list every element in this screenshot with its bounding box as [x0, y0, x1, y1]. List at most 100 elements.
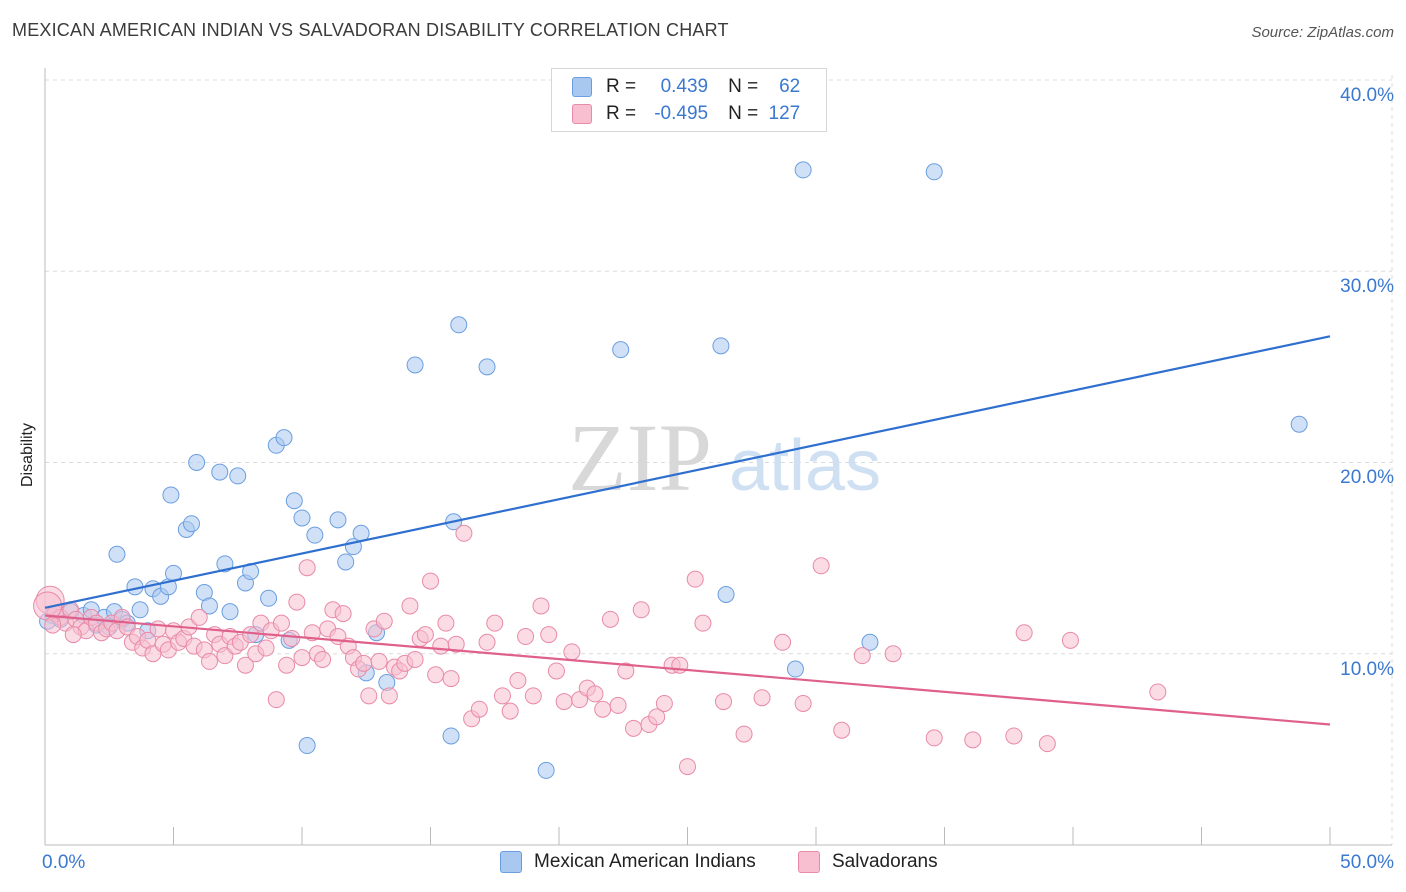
- data-point: [632, 601, 650, 619]
- data-point: [1290, 415, 1308, 433]
- legend-row-salvadorans: R = -0.495 N = 127: [572, 101, 800, 127]
- data-point: [655, 694, 673, 712]
- data-point: [517, 628, 535, 646]
- data-point: [524, 687, 542, 705]
- x-tick-label-max: 50.0%: [1340, 852, 1394, 873]
- data-point: [447, 635, 465, 653]
- y-tick-label-40: 40.0%: [1340, 85, 1394, 106]
- data-point: [586, 685, 604, 703]
- data-point: [355, 654, 373, 672]
- data-point: [442, 670, 460, 688]
- data-point: [925, 729, 943, 747]
- data-point: [786, 660, 804, 678]
- data-point: [532, 597, 550, 615]
- data-point: [493, 687, 511, 705]
- bottom-legend-salvadorans: Salvadorans: [798, 851, 938, 873]
- bottom-legend-label: Mexican American Indians: [534, 851, 756, 872]
- data-point: [694, 614, 712, 632]
- data-point: [190, 608, 208, 626]
- legend-n-label: N =: [728, 103, 759, 124]
- data-point: [131, 601, 149, 619]
- data-point: [679, 758, 696, 776]
- axes: [44, 68, 1392, 846]
- y-tick-label-20: 20.0%: [1340, 467, 1394, 488]
- series-salvadorans-points: [33, 524, 1167, 776]
- data-point: [44, 616, 62, 634]
- trend-lines: [44, 335, 1331, 726]
- data-point: [211, 463, 229, 481]
- source-note: Source: ZipAtlas.com: [1251, 24, 1394, 41]
- data-point: [686, 570, 704, 588]
- data-point: [1005, 727, 1023, 745]
- data-point: [334, 605, 352, 623]
- data-point: [442, 727, 460, 745]
- data-point: [594, 700, 612, 718]
- data-point: [337, 553, 355, 571]
- data-point: [432, 637, 450, 655]
- legend-n-value: 62: [779, 76, 801, 97]
- data-point: [478, 633, 496, 651]
- data-point: [288, 593, 306, 611]
- data-point: [1015, 624, 1033, 642]
- data-point: [298, 559, 316, 577]
- data-point: [285, 492, 303, 510]
- data-point: [712, 337, 730, 355]
- data-point: [370, 652, 388, 670]
- data-point: [884, 645, 902, 663]
- data-point: [275, 429, 293, 447]
- legend-r-label: R =: [606, 76, 637, 97]
- watermark-zip: ZIP: [568, 404, 712, 511]
- data-point: [861, 633, 879, 651]
- legend-row-mexican-american-indians: R = 0.439 N = 62: [572, 74, 800, 100]
- data-point: [450, 316, 468, 334]
- bottom-legend-swatch-pink: [798, 851, 820, 873]
- data-point: [422, 572, 439, 590]
- data-point: [182, 515, 200, 533]
- data-point: [260, 589, 278, 607]
- data-point: [612, 341, 630, 359]
- legend-n-value: 127: [768, 103, 801, 124]
- data-point: [625, 719, 643, 737]
- data-point: [774, 633, 792, 651]
- data-point: [794, 694, 812, 712]
- legend-swatch-blue: [572, 77, 592, 97]
- data-point: [853, 647, 871, 665]
- data-point: [283, 629, 301, 647]
- data-point: [329, 511, 347, 529]
- data-point: [648, 708, 666, 726]
- data-point: [1038, 735, 1056, 753]
- data-point: [278, 656, 296, 674]
- y-tick-label-10: 10.0%: [1340, 659, 1394, 680]
- data-point: [64, 626, 82, 644]
- data-point: [537, 761, 555, 779]
- data-point: [501, 702, 519, 720]
- legend-r-label: R =: [606, 103, 637, 124]
- data-point: [401, 597, 419, 615]
- data-point: [257, 639, 275, 657]
- watermark: ZIP atlas: [568, 404, 881, 511]
- data-point: [601, 610, 619, 628]
- data-point: [314, 650, 332, 668]
- bottom-legend-swatch-blue: [500, 851, 522, 873]
- data-point: [812, 557, 830, 575]
- bottom-legend-mexican-american-indians: Mexican American Indians: [500, 851, 756, 873]
- legend-swatch-pink: [572, 104, 592, 124]
- data-point: [1061, 631, 1079, 649]
- data-point: [509, 672, 527, 690]
- legend-n-label: N =: [728, 76, 759, 97]
- data-point: [200, 652, 218, 670]
- data-point: [149, 620, 167, 638]
- data-point: [833, 721, 851, 739]
- data-point: [455, 524, 473, 542]
- data-point: [540, 626, 558, 644]
- data-point: [108, 545, 126, 563]
- data-point: [416, 626, 434, 644]
- data-point: [298, 737, 316, 755]
- data-point: [925, 163, 943, 181]
- data-point: [555, 693, 573, 711]
- data-point: [1149, 683, 1167, 701]
- data-point: [188, 454, 206, 471]
- data-point: [375, 612, 393, 630]
- data-point: [293, 509, 311, 527]
